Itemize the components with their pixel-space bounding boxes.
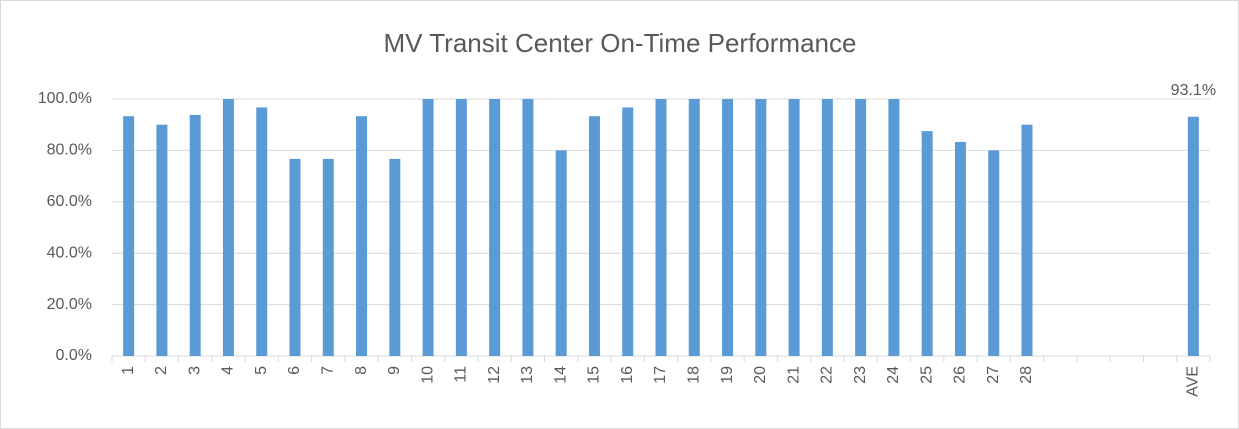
bar <box>755 99 767 356</box>
bar <box>855 99 867 356</box>
bar <box>921 131 933 356</box>
chart-title: MV Transit Center On-Time Performance <box>384 28 857 58</box>
bar <box>289 158 301 356</box>
y-tick-label: 100.0% <box>38 90 92 107</box>
bar <box>988 150 1000 356</box>
x-tick-label: 11 <box>453 366 470 383</box>
x-tick-label: 20 <box>752 366 769 384</box>
x-tick-label: 8 <box>353 366 370 375</box>
bar <box>888 99 900 356</box>
x-tick-label: 7 <box>319 366 336 375</box>
x-tick-label: 25 <box>918 366 935 384</box>
x-tick-label: 21 <box>785 366 802 384</box>
x-tick-label: 6 <box>286 366 303 375</box>
y-tick-label: 40.0% <box>47 244 92 261</box>
x-tick-label: 4 <box>220 366 237 375</box>
bar <box>222 99 234 356</box>
bar <box>489 99 501 356</box>
x-tick-label: 24 <box>885 366 902 384</box>
bar <box>256 107 268 356</box>
x-tick-label: 26 <box>952 366 969 384</box>
x-tick-label: 18 <box>685 366 702 384</box>
bar <box>688 99 700 356</box>
bar <box>622 107 634 356</box>
x-tick-label: 5 <box>253 366 270 375</box>
x-tick-label: 14 <box>552 366 569 384</box>
x-tick-label: 12 <box>486 366 503 384</box>
x-tick-label: AVE <box>1185 366 1202 397</box>
x-tick-label: 17 <box>652 366 669 384</box>
x-tick-label: 28 <box>1018 366 1035 384</box>
x-tick-label: 15 <box>586 366 603 384</box>
bar <box>954 141 966 356</box>
y-tick-label: 20.0% <box>47 296 92 313</box>
x-tick-label: 3 <box>186 366 203 375</box>
value-label: 93.1% <box>1171 82 1216 99</box>
bar <box>389 158 401 356</box>
bar <box>422 99 434 356</box>
bar <box>588 116 600 357</box>
bar <box>1021 124 1033 356</box>
bar <box>356 116 368 357</box>
y-tick-label: 60.0% <box>47 193 92 210</box>
bar <box>156 124 168 356</box>
bar <box>322 158 334 356</box>
bar <box>189 114 201 357</box>
x-tick-label: 10 <box>419 366 436 384</box>
x-tick-label: 23 <box>852 366 869 384</box>
x-tick-label: 2 <box>153 366 170 375</box>
bar <box>522 99 534 356</box>
x-tick-label: 27 <box>985 366 1002 384</box>
x-tick-label: 9 <box>386 366 403 375</box>
bar <box>821 99 833 356</box>
bar <box>455 99 467 356</box>
x-tick-label: 19 <box>719 366 736 384</box>
bar <box>655 99 667 356</box>
bar <box>722 99 734 356</box>
x-tick-label: 1 <box>120 366 137 375</box>
bar <box>1187 116 1199 356</box>
x-tick-label: 13 <box>519 366 536 384</box>
bar <box>555 150 567 356</box>
bar <box>788 99 800 356</box>
x-tick-label: 16 <box>619 366 636 384</box>
y-tick-label: 80.0% <box>47 142 92 159</box>
y-tick-label: 0.0% <box>56 347 92 364</box>
x-tick-label: 22 <box>819 366 836 384</box>
bar <box>123 116 135 357</box>
